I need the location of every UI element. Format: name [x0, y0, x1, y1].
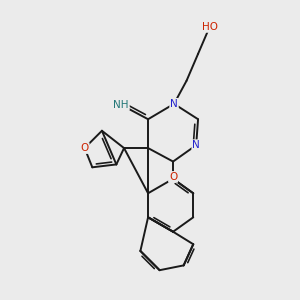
Text: O: O: [80, 143, 89, 153]
Text: N: N: [170, 99, 178, 109]
Text: NH: NH: [113, 100, 129, 110]
Text: HO: HO: [202, 22, 218, 32]
Text: N: N: [192, 140, 200, 150]
Text: O: O: [169, 172, 177, 182]
